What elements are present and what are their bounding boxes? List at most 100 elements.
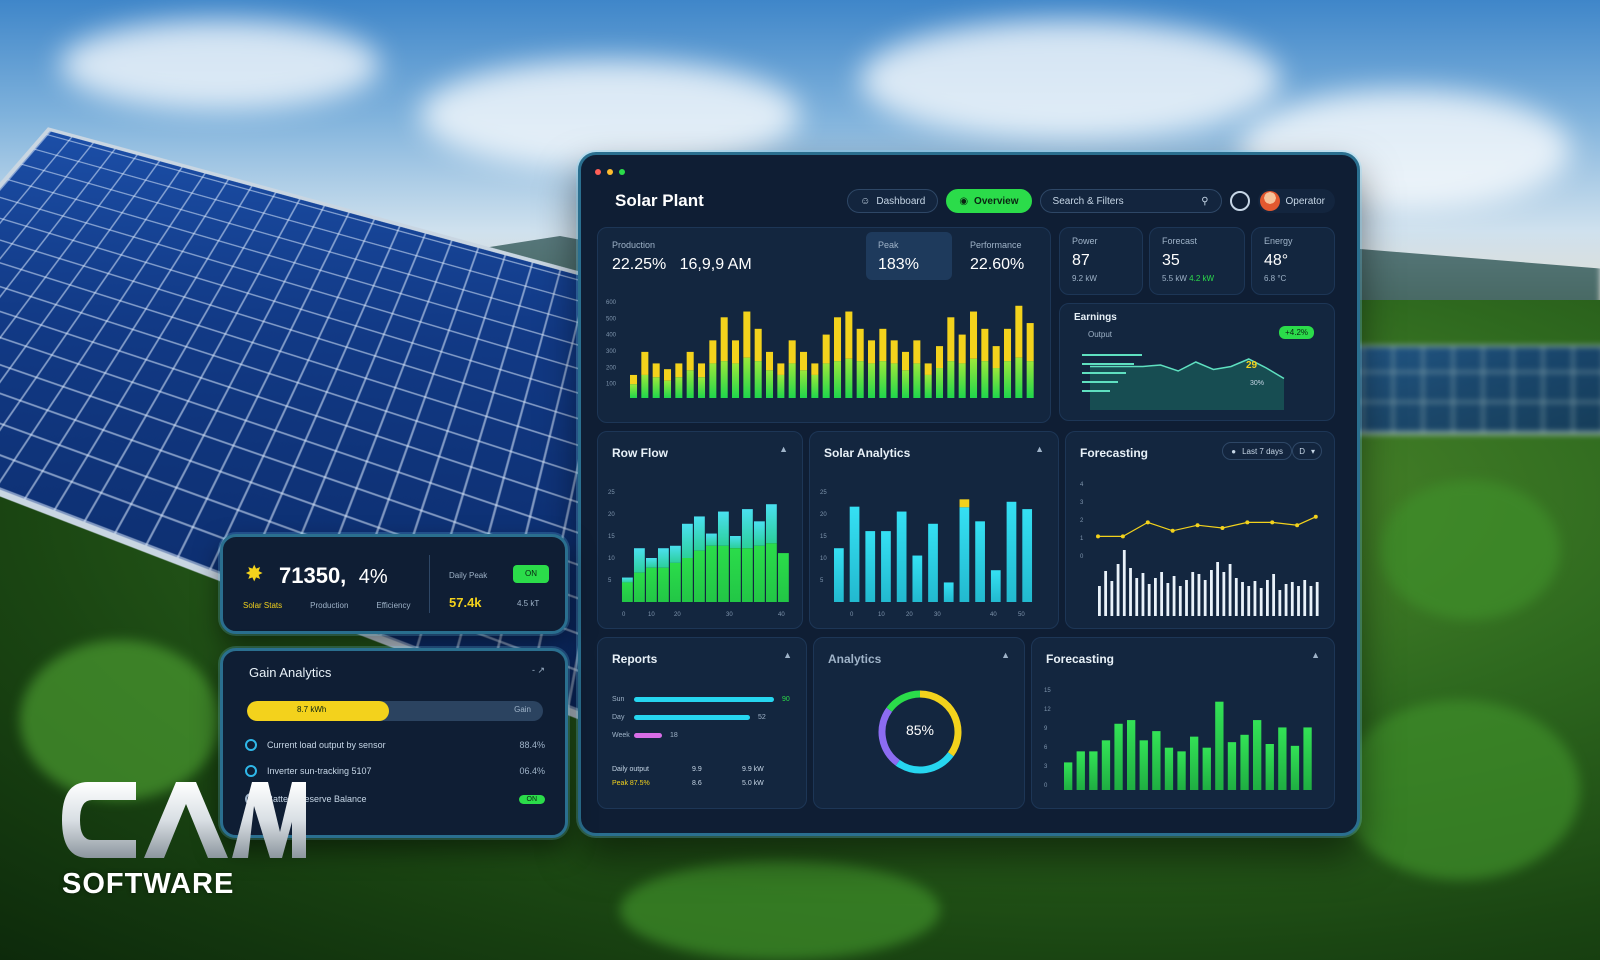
date-range-select[interactable]: ● Last 7 days: [1222, 442, 1292, 460]
card-title: Analytics: [828, 652, 881, 666]
list-text: Inverter sun-tracking 5107: [267, 766, 372, 776]
close-dot[interactable]: [595, 169, 601, 175]
tab-dashboard[interactable]: ☺ Dashboard: [847, 189, 938, 213]
list-item[interactable]: Current load output by sensor 88.4%: [245, 735, 545, 755]
bar: [1191, 572, 1194, 616]
bar: [881, 531, 891, 602]
stat-labels: Solar Stats Production Efficiency: [243, 601, 410, 610]
collapse-icon[interactable]: ▲: [783, 650, 792, 660]
kpi-peak[interactable]: Peak 183%: [866, 232, 952, 280]
bar: [868, 363, 875, 398]
window-controls: [595, 169, 625, 175]
refresh-icon[interactable]: [1230, 191, 1250, 211]
bar-top: [845, 312, 852, 359]
y-tick-label: 0: [1044, 783, 1048, 789]
bar: [766, 543, 777, 602]
change-badge: +4.2%: [1279, 326, 1314, 339]
peak-value: 57.4k: [449, 595, 482, 610]
collapse-icon[interactable]: ▲: [1311, 650, 1320, 660]
bar-top: [800, 352, 807, 370]
options-dropdown[interactable]: D ▾: [1292, 442, 1322, 460]
bar: [1148, 584, 1151, 616]
footer-row: Peak 87.5% 8.6 5.0 kW: [612, 780, 792, 794]
bar: [879, 361, 886, 398]
solar-analytics-card: Solar Analytics ▲ 25 20 15 10 5 0 10 20 30 40 50: [809, 431, 1059, 629]
y-tick-label: 6: [1044, 745, 1048, 751]
bar: [1260, 588, 1263, 616]
bar: [959, 363, 966, 398]
search-icon[interactable]: ⚲: [1201, 196, 1208, 207]
bar: [778, 553, 789, 602]
bar: [1190, 737, 1198, 790]
bar: [1310, 586, 1313, 616]
bar: [709, 363, 716, 398]
bar-top: [622, 578, 633, 583]
options-label: D: [1299, 447, 1305, 456]
bar: [1278, 590, 1281, 616]
y-tick-label: 300: [606, 349, 617, 355]
x-tick-label: 30: [934, 612, 941, 618]
donut-slice: [898, 754, 951, 770]
collapse-icon[interactable]: ▲: [779, 444, 788, 454]
bar-top: [834, 317, 841, 361]
tab-label: Dashboard: [876, 196, 925, 207]
maximize-dot[interactable]: [619, 169, 625, 175]
kpi-value: 87: [1072, 252, 1130, 270]
kpi-sub: 9.2 kW: [1072, 274, 1130, 283]
trend-point: [1096, 534, 1100, 538]
bar-top: [742, 509, 753, 548]
bar: [897, 512, 907, 602]
bar: [811, 375, 818, 398]
bar: [630, 384, 637, 398]
battery-toggle[interactable]: ON: [519, 795, 546, 804]
footer-name: Daily output: [612, 766, 692, 780]
minimize-dot[interactable]: [607, 169, 613, 175]
collapse-icon[interactable]: ▲: [1001, 650, 1010, 660]
bar: [975, 521, 985, 602]
kpi-sub-text: 5.5 kW: [1162, 274, 1187, 283]
cloud: [860, 20, 1280, 140]
y-tick-label: 5: [608, 578, 612, 584]
trend-point: [1270, 520, 1274, 524]
bar-top: [732, 340, 739, 363]
y-tick-label: 9: [1044, 726, 1048, 732]
user-menu[interactable]: Operator: [1258, 189, 1335, 213]
search-input[interactable]: Search & Filters ⚲: [1040, 189, 1222, 213]
bar: [1015, 358, 1022, 398]
tab-overview[interactable]: ◉ Overview: [946, 189, 1031, 213]
stat-primary: 71350,: [279, 563, 346, 588]
foliage: [1380, 480, 1560, 620]
peak-sub: 4.5 kT: [517, 599, 539, 608]
power-toggle-button[interactable]: ON: [513, 565, 549, 583]
bar-top: [936, 346, 943, 368]
kpi-value-secondary: 16,9,9 AM: [680, 256, 752, 273]
bar: [857, 361, 864, 398]
more-icon[interactable]: - ↗: [532, 665, 545, 676]
bar: [1007, 502, 1017, 602]
bar: [1240, 735, 1248, 790]
bar: [1077, 751, 1085, 790]
bar-top: [993, 346, 1000, 368]
bar-top: [891, 340, 898, 363]
kpi-value: 183%: [878, 256, 940, 274]
footer-v2: 5.0 kW: [742, 780, 764, 794]
trend-point: [1121, 534, 1125, 538]
bar-top: [777, 363, 784, 375]
bar: [1316, 582, 1319, 616]
bar: [1166, 583, 1169, 616]
solar-analytics-chart: 2520151050 10 20 30 40 50: [820, 484, 1048, 620]
trend-point: [1196, 523, 1200, 527]
trend-point: [1314, 515, 1318, 519]
bar: [634, 573, 645, 602]
kpi-forecast: Forecast 35 5.5 kW 4.2 kW: [1149, 227, 1245, 295]
bar: [1004, 361, 1011, 398]
reports-footer: Daily output 9.9 9.9 kW Peak 87.5% 8.6 5…: [612, 766, 792, 794]
bar: [1185, 580, 1188, 616]
collapse-icon[interactable]: ▲: [1035, 444, 1044, 454]
bar: [670, 563, 681, 602]
production-card: Production 22.25% 16,9,9 AM Peak 183% Pe…: [597, 227, 1051, 423]
bar-top: [754, 521, 765, 545]
status-icon: [245, 739, 257, 751]
bar: [947, 361, 954, 398]
bar: [913, 363, 920, 398]
